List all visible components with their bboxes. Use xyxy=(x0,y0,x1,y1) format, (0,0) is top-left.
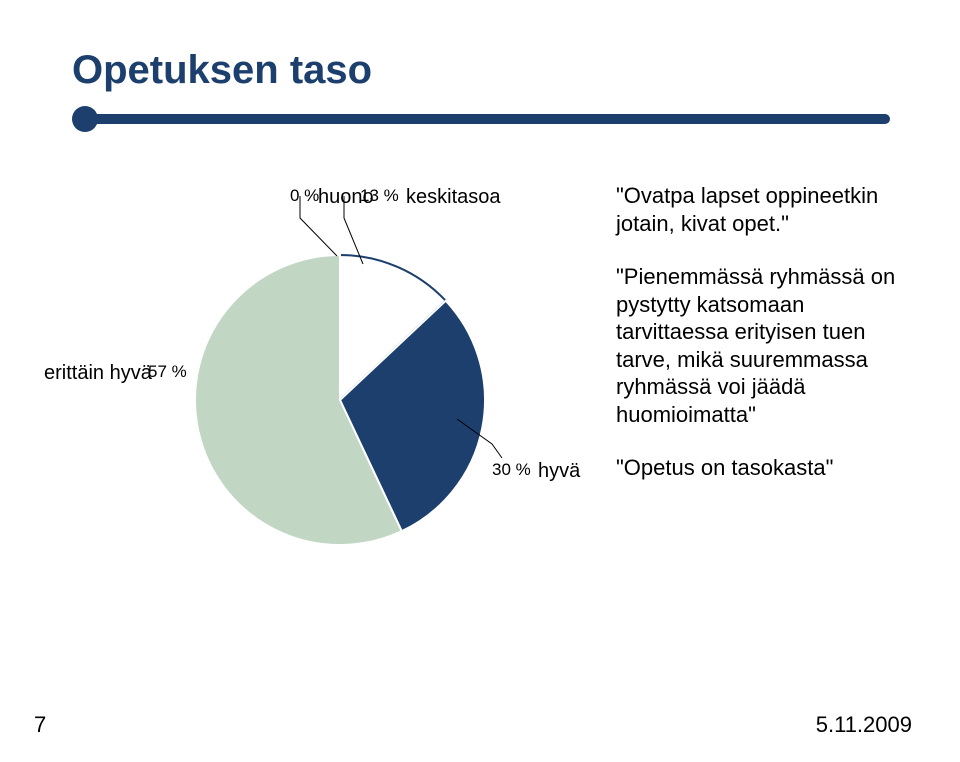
page-number: 7 xyxy=(34,712,46,738)
underline-bar xyxy=(90,114,890,124)
quote-3: "Opetus on tasokasta" xyxy=(616,454,916,482)
quote-2: "Pienemmässä ryhmässä on pystytty katsom… xyxy=(616,263,916,428)
pct-label-hyva: 30 % xyxy=(492,460,531,480)
pct-label-erittain_hyva: 57 % xyxy=(148,362,187,382)
title-underline xyxy=(72,114,892,126)
pct-label-huono: 0 % xyxy=(290,186,319,206)
quotes-block: "Ovatpa lapset oppineetkin jotain, kivat… xyxy=(616,182,916,508)
name-label-hyva: hyvä xyxy=(538,460,580,483)
page-title: Opetuksen taso xyxy=(72,48,372,93)
name-label-keskitasoa: keskitasoa xyxy=(406,186,501,209)
date: 5.11.2009 xyxy=(816,712,912,738)
name-label-erittain_hyva: erittäin hyvä xyxy=(44,362,152,385)
quote-1: "Ovatpa lapset oppineetkin jotain, kivat… xyxy=(616,182,916,237)
name-label-huono: huono xyxy=(318,186,374,209)
pie-chart: 13 %keskitasoa30 %hyvä57 %erittäin hyvä0… xyxy=(40,160,600,580)
